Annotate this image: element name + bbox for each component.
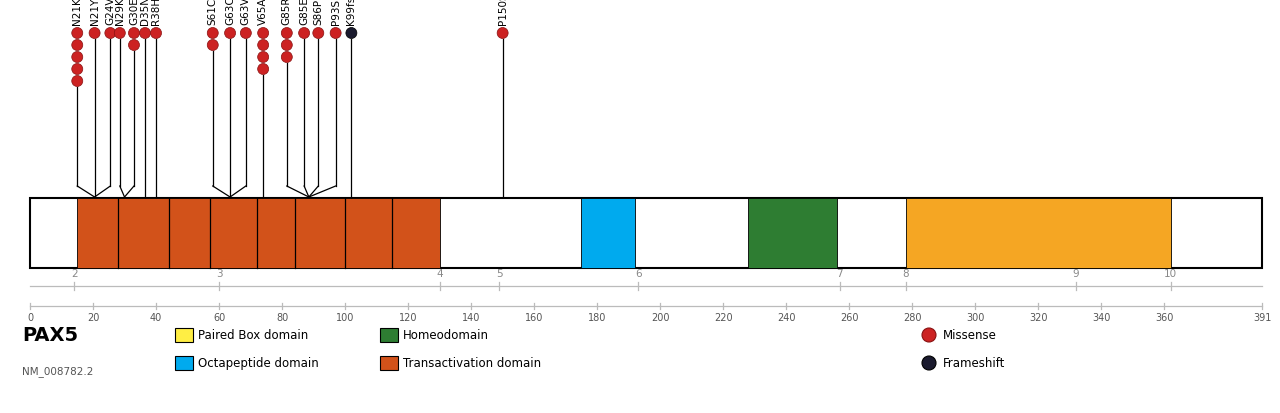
Text: 200: 200 [652,312,669,322]
Text: PAX5: PAX5 [22,325,78,344]
Text: 360: 360 [1155,312,1174,322]
Text: 340: 340 [1092,312,1111,322]
Text: Missense: Missense [943,329,997,342]
Circle shape [282,40,292,51]
Circle shape [257,52,269,63]
Text: 391: 391 [1253,312,1271,322]
Text: S86P: S86P [314,0,324,26]
Circle shape [72,64,83,75]
Circle shape [298,28,310,39]
Text: 10: 10 [1164,268,1178,278]
Text: G63C: G63C [225,0,236,26]
Text: Homeodomain: Homeodomain [403,329,489,342]
Text: 7: 7 [836,268,844,278]
Circle shape [282,28,292,39]
Text: 9: 9 [1073,268,1079,278]
Circle shape [72,40,83,51]
Circle shape [922,328,936,342]
Text: 4: 4 [436,268,443,278]
Circle shape [346,28,357,39]
Text: 60: 60 [212,312,225,322]
Text: G24V: G24V [105,0,115,26]
Text: 120: 120 [399,312,417,322]
Text: 3: 3 [216,268,223,278]
Text: R38H: R38H [151,0,161,26]
Circle shape [128,40,140,51]
Text: P93S: P93S [330,0,340,26]
Text: 180: 180 [588,312,607,322]
Text: 5: 5 [497,268,503,278]
Circle shape [241,28,251,39]
Circle shape [72,76,83,87]
Text: G85E: G85E [300,0,310,26]
Text: S61C: S61C [207,0,218,26]
Bar [581,199,635,268]
Circle shape [105,28,116,39]
Text: 2: 2 [70,268,77,278]
Circle shape [282,52,292,63]
Bar [749,199,837,268]
Circle shape [330,28,342,39]
Bar [175,356,193,370]
Circle shape [207,40,219,51]
Text: 300: 300 [966,312,984,322]
Text: 80: 80 [276,312,288,322]
Text: P150S: P150S [498,0,508,26]
Circle shape [497,28,508,39]
Text: Transactivation domain: Transactivation domain [403,357,541,370]
Text: V65A: V65A [259,0,269,26]
Circle shape [207,28,219,39]
Text: K99fs: K99fs [347,0,356,26]
Circle shape [257,40,269,51]
Text: 6: 6 [635,268,641,278]
Bar [380,356,398,370]
Text: 320: 320 [1029,312,1047,322]
Text: NM_008782.2: NM_008782.2 [22,365,93,376]
Circle shape [72,28,83,39]
Circle shape [312,28,324,39]
Circle shape [257,28,269,39]
Text: 160: 160 [525,312,543,322]
Text: 220: 220 [714,312,732,322]
Circle shape [90,28,100,39]
Text: 260: 260 [840,312,859,322]
Bar [906,199,1171,268]
Text: 8: 8 [902,268,909,278]
Text: 240: 240 [777,312,795,322]
Circle shape [128,28,140,39]
Bar [380,328,398,342]
Circle shape [140,28,151,39]
Text: N29K: N29K [115,0,125,26]
Text: 40: 40 [150,312,163,322]
Bar [29,199,1262,268]
Circle shape [151,28,161,39]
Bar [175,328,193,342]
Text: D35N: D35N [140,0,150,26]
Text: G63V: G63V [241,0,251,26]
Text: 0: 0 [27,312,33,322]
Circle shape [72,52,83,63]
Text: G30E: G30E [129,0,140,26]
Text: 140: 140 [462,312,480,322]
Text: Octapeptide domain: Octapeptide domain [198,357,319,370]
Text: Frameshift: Frameshift [943,357,1005,370]
Circle shape [114,28,125,39]
Circle shape [922,356,936,370]
Circle shape [257,64,269,75]
Text: 100: 100 [335,312,355,322]
Bar [77,199,439,268]
Text: N21K: N21K [72,0,82,26]
Circle shape [224,28,236,39]
Text: 280: 280 [902,312,922,322]
Text: Paired Box domain: Paired Box domain [198,329,308,342]
Text: N21Y: N21Y [90,0,100,26]
Text: G85R: G85R [282,0,292,26]
Text: 20: 20 [87,312,100,322]
